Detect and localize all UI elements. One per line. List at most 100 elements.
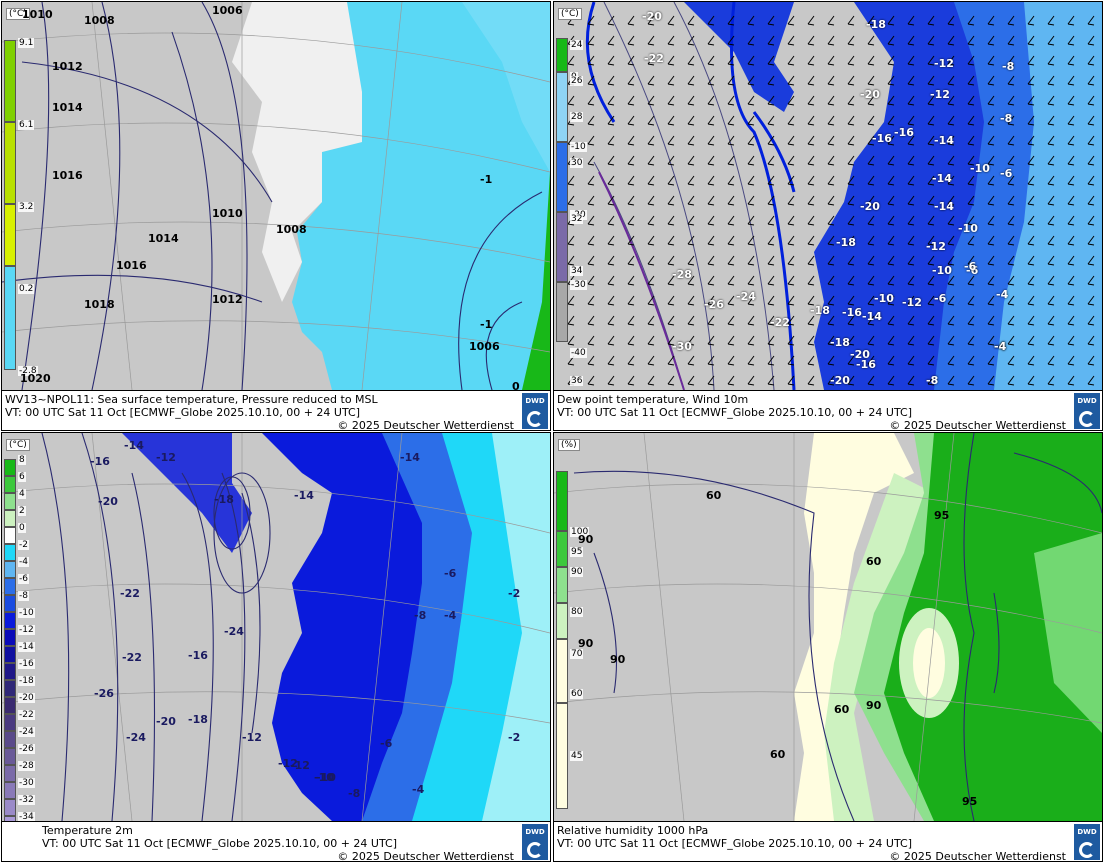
wind-barb — [1087, 315, 1095, 326]
wind-barb — [1067, 315, 1075, 326]
wind-barb — [607, 235, 615, 246]
wind-barb — [587, 255, 595, 266]
wind-barb — [947, 255, 955, 266]
t2m-legend-label: -24 — [18, 727, 35, 737]
wind-barb — [927, 55, 935, 66]
wind-barb — [707, 175, 715, 186]
wind-barb — [887, 135, 895, 146]
wind-barb — [887, 95, 895, 106]
wind-barb — [747, 355, 755, 366]
t2m-legend-swatch — [4, 476, 16, 493]
wind-barb — [687, 95, 695, 106]
t2m-legend-label: 4 — [18, 489, 26, 499]
dewpoint-value-label: -12 — [934, 57, 954, 70]
wind-barb — [867, 355, 875, 366]
wind-barb — [1007, 95, 1015, 106]
dewpoint-value-label: -18 — [866, 18, 886, 31]
wind-barb — [727, 315, 735, 326]
wind-barb — [1047, 155, 1055, 166]
dewpoint-value-label: -4 — [994, 340, 1007, 353]
t2m-value-label: -8 — [348, 787, 361, 800]
wind-barb — [587, 195, 595, 206]
wind-barb — [1007, 155, 1015, 166]
sst-value-label: -1 — [480, 318, 493, 331]
wind-barb — [947, 135, 955, 146]
wind-barb — [867, 135, 875, 146]
wind-barb — [747, 175, 755, 186]
wind-barb — [867, 75, 875, 86]
wind-barb — [827, 15, 835, 26]
wind-barb — [567, 235, 575, 246]
wind-barb — [587, 75, 595, 86]
t2m-value-label: -14 — [294, 489, 314, 502]
wind-barb — [747, 35, 755, 46]
wind-barb — [647, 275, 655, 286]
wind-barb — [827, 35, 835, 46]
t2m-legend-label: -20 — [18, 693, 35, 703]
wind-barb — [807, 215, 815, 226]
wind-barb — [827, 215, 835, 226]
wind-barb — [907, 255, 915, 266]
wind-barb — [787, 235, 795, 246]
sst-panel: (°C) 9.1 6.1 3.2 0.2 -2.8 1010 1008 1006… — [1, 1, 551, 431]
isobar-label: 1020 — [20, 372, 51, 385]
wind-barb — [907, 195, 915, 206]
wind-barb — [1007, 275, 1015, 286]
wind-barb — [1027, 35, 1035, 46]
wind-barb — [567, 295, 575, 306]
wind-barb — [607, 315, 615, 326]
dewpoint-map-graphic — [554, 2, 1102, 390]
wind-barb — [827, 155, 835, 166]
sst-unit: (°C) — [6, 8, 30, 20]
dewpoint-value-label: -8 — [1000, 112, 1013, 125]
wind-barb — [767, 95, 775, 106]
wind-barb — [1027, 255, 1035, 266]
wind-barb — [747, 295, 755, 306]
wind-barb — [1067, 55, 1075, 66]
wind-barb — [867, 335, 875, 346]
wind-barb — [727, 215, 735, 226]
wind-barb — [887, 155, 895, 166]
t2m-value-label: -22 — [122, 651, 142, 664]
wind-barb — [747, 75, 755, 86]
wind-barb — [767, 235, 775, 246]
wind-barb — [787, 215, 795, 226]
dewpoint-value-label: -10 — [932, 264, 952, 277]
wind-barb — [907, 55, 915, 66]
t2m-legend-swatch — [4, 748, 16, 765]
wind-barb — [647, 235, 655, 246]
sst-map: (°C) 9.1 6.1 3.2 0.2 -2.8 1010 1008 1006… — [2, 2, 550, 393]
wind-barb — [1067, 135, 1075, 146]
wind-barb — [747, 15, 755, 26]
wind-barb — [1007, 55, 1015, 66]
wind-barb — [947, 235, 955, 246]
wind-barb — [587, 155, 595, 166]
isobar-label: 1008 — [276, 223, 307, 236]
wind-barb — [1007, 295, 1015, 306]
wind-barb — [1047, 35, 1055, 46]
wind-barb — [767, 315, 775, 326]
wind-barb — [967, 95, 975, 106]
t2m-value-label: -16 — [90, 455, 110, 468]
wind-barb — [567, 55, 575, 66]
wind-barb — [587, 55, 595, 66]
wind-barb — [1027, 155, 1035, 166]
wind-barb — [827, 335, 835, 346]
sst-legend-label: 6.1 — [18, 120, 35, 130]
rh-value-label: 60 — [834, 703, 850, 716]
wind-barb — [947, 15, 955, 26]
wind-barb — [667, 55, 675, 66]
wind-barb — [607, 355, 615, 366]
wind-barb — [1047, 255, 1055, 266]
wind-barb — [867, 255, 875, 266]
wind-barb — [1087, 175, 1095, 186]
wind-barb — [707, 295, 715, 306]
wind-barb — [967, 175, 975, 186]
wind-barb — [987, 55, 995, 66]
wind-barb — [767, 35, 775, 46]
wind-barb — [907, 375, 915, 386]
wind-barb — [767, 75, 775, 86]
t2m-legend-swatch — [4, 714, 16, 731]
t2m-legend-swatch — [4, 510, 16, 527]
wind-barb — [927, 375, 935, 386]
